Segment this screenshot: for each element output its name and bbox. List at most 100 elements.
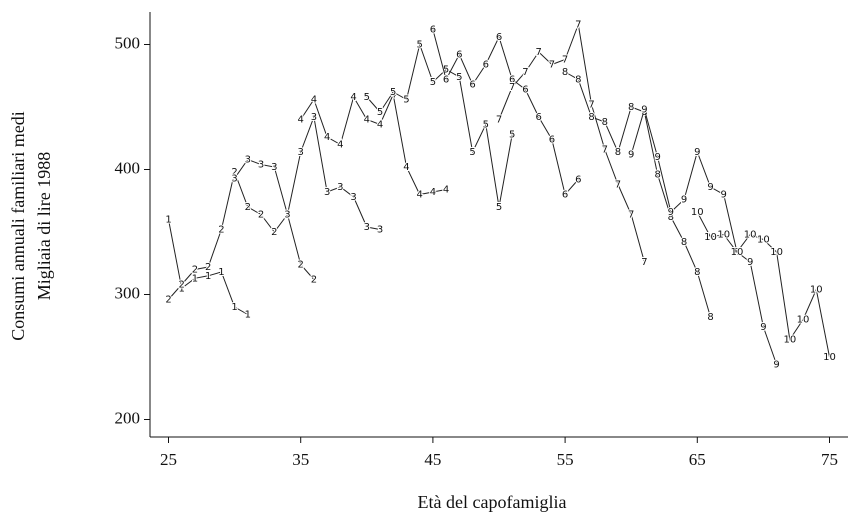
cohort-line <box>630 107 778 365</box>
cohort-line <box>234 115 381 230</box>
point-label: 3 <box>284 210 290 221</box>
point-label: 8 <box>562 67 568 78</box>
point-label: 10 <box>717 230 730 241</box>
point-label: 7 <box>535 47 541 58</box>
point-label: 8 <box>707 312 713 323</box>
point-label: 10 <box>770 247 783 258</box>
cohort-line <box>168 219 249 315</box>
cohort-line <box>366 42 513 208</box>
point-label: 6 <box>496 32 502 43</box>
point-label: 8 <box>641 107 647 118</box>
point-label: 5 <box>377 107 383 118</box>
point-label: 2 <box>165 295 171 306</box>
point-label: 3 <box>258 160 264 171</box>
point-label: 7 <box>615 180 621 191</box>
point-label: 2 <box>284 210 290 221</box>
point-label: 8 <box>575 75 581 86</box>
point-label: 6 <box>469 80 475 91</box>
point-label: 9 <box>694 147 700 158</box>
point-label: 7 <box>562 55 568 66</box>
point-label: 1 <box>245 310 251 321</box>
point-label: 9 <box>773 360 779 371</box>
point-label: 7 <box>628 210 634 221</box>
point-label: 2 <box>192 265 198 276</box>
cohort-line <box>564 71 711 318</box>
point-label: 9 <box>654 152 660 163</box>
point-label: 8 <box>694 267 700 278</box>
point-label: 7 <box>549 60 555 71</box>
point-label: 9 <box>668 207 674 218</box>
point-label: 8 <box>668 212 674 223</box>
point-label: 7 <box>602 145 608 156</box>
y-tick-label: 400 <box>115 158 141 177</box>
point-label: 6 <box>522 85 528 96</box>
x-tick-label: 45 <box>424 450 441 469</box>
point-label: 7 <box>575 20 581 31</box>
point-label: 5 <box>430 77 436 88</box>
point-label: 9 <box>721 190 727 201</box>
point-label: 7 <box>641 257 647 268</box>
point-label: 3 <box>350 192 356 203</box>
point-label: 5 <box>403 95 409 106</box>
point-label: 3 <box>337 182 343 193</box>
point-label: 6 <box>562 190 568 201</box>
point-label: 4 <box>364 115 370 126</box>
point-label: 3 <box>271 162 277 173</box>
point-label: 5 <box>416 40 422 51</box>
point-label: 5 <box>456 72 462 83</box>
y-axis-label: Migliaia di lire 1988 <box>34 152 54 300</box>
point-label: 1 <box>179 283 185 294</box>
point-label: 10 <box>704 232 717 243</box>
point-label: 6 <box>430 25 436 36</box>
point-label: 3 <box>245 155 251 166</box>
point-label: 10 <box>823 352 836 363</box>
point-label: 7 <box>509 82 515 93</box>
point-label: 7 <box>496 115 502 126</box>
point-label: 8 <box>615 147 621 158</box>
point-label: 4 <box>324 132 330 143</box>
point-label: 7 <box>522 67 528 78</box>
point-label: 2 <box>218 225 224 236</box>
point-label: 3 <box>324 187 330 198</box>
point-label: 5 <box>390 87 396 98</box>
point-label: 4 <box>337 140 343 151</box>
x-tick-label: 65 <box>689 450 706 469</box>
point-label: 10 <box>797 315 810 326</box>
point-label: 8 <box>628 102 634 113</box>
point-label: 8 <box>588 112 594 123</box>
point-label: 8 <box>681 237 687 248</box>
point-label: 10 <box>691 207 704 218</box>
point-label: 9 <box>747 257 753 268</box>
point-label: 5 <box>509 130 515 141</box>
point-label: 3 <box>298 147 304 158</box>
point-label: 5 <box>496 202 502 213</box>
point-label: 9 <box>681 195 687 206</box>
point-label: 6 <box>549 135 555 146</box>
point-label: 4 <box>443 185 449 196</box>
point-label: 9 <box>641 105 647 116</box>
cohort-line <box>498 22 645 263</box>
point-label: 9 <box>707 182 713 193</box>
point-label: 2 <box>205 262 211 273</box>
point-label: 3 <box>364 222 370 233</box>
y-tick-label: 500 <box>115 33 141 52</box>
x-tick-label: 35 <box>292 450 309 469</box>
y-axis-label: Consumi annuali familiari medi <box>8 111 28 340</box>
point-label: 4 <box>377 120 383 131</box>
point-label: 6 <box>443 75 449 86</box>
point-label: 10 <box>810 285 823 296</box>
point-label: 2 <box>258 210 264 221</box>
point-label: 10 <box>744 230 757 241</box>
cohort-line <box>696 211 830 358</box>
x-tick-label: 25 <box>160 450 177 469</box>
point-label: 4 <box>416 190 422 201</box>
point-label: 3 <box>311 112 317 123</box>
point-label: 4 <box>350 92 356 103</box>
point-label: 6 <box>483 60 489 71</box>
point-label: 1 <box>218 267 224 278</box>
point-label: 10 <box>757 235 770 246</box>
point-label: 2 <box>311 275 317 286</box>
point-label: 2 <box>179 280 185 291</box>
point-label: 5 <box>483 120 489 131</box>
point-label: 1 <box>231 302 237 313</box>
